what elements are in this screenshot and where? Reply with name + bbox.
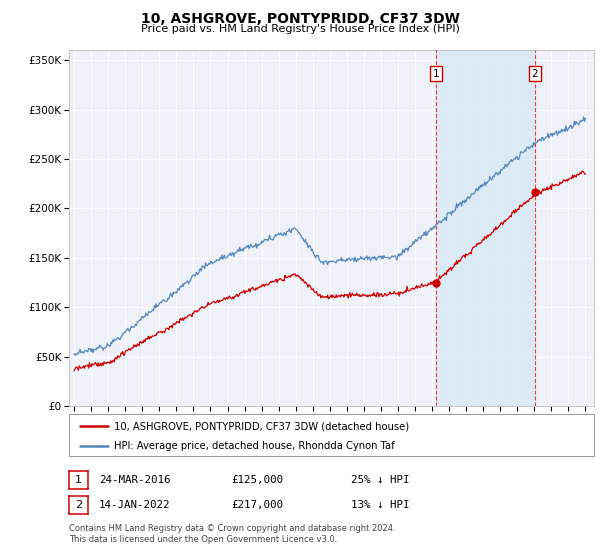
Text: 2: 2 — [75, 500, 82, 510]
Text: This data is licensed under the Open Government Licence v3.0.: This data is licensed under the Open Gov… — [69, 535, 337, 544]
Text: 1: 1 — [75, 475, 82, 485]
Text: 1: 1 — [433, 68, 439, 78]
Text: HPI: Average price, detached house, Rhondda Cynon Taf: HPI: Average price, detached house, Rhon… — [113, 441, 394, 451]
Text: Price paid vs. HM Land Registry's House Price Index (HPI): Price paid vs. HM Land Registry's House … — [140, 24, 460, 34]
Text: 10, ASHGROVE, PONTYPRIDD, CF37 3DW (detached house): 10, ASHGROVE, PONTYPRIDD, CF37 3DW (deta… — [113, 421, 409, 431]
Text: 10, ASHGROVE, PONTYPRIDD, CF37 3DW: 10, ASHGROVE, PONTYPRIDD, CF37 3DW — [140, 12, 460, 26]
Text: £125,000: £125,000 — [231, 475, 283, 485]
Text: £217,000: £217,000 — [231, 500, 283, 510]
Text: 2: 2 — [532, 68, 538, 78]
Text: 25% ↓ HPI: 25% ↓ HPI — [351, 475, 409, 485]
Text: 13% ↓ HPI: 13% ↓ HPI — [351, 500, 409, 510]
Text: 14-JAN-2022: 14-JAN-2022 — [99, 500, 170, 510]
Bar — [436, 50, 535, 406]
Text: Contains HM Land Registry data © Crown copyright and database right 2024.: Contains HM Land Registry data © Crown c… — [69, 524, 395, 533]
Text: 24-MAR-2016: 24-MAR-2016 — [99, 475, 170, 485]
